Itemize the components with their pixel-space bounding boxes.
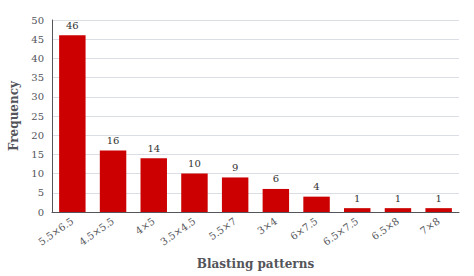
svg-text:5.5×6.5: 5.5×6.5 <box>36 215 75 247</box>
svg-text:20: 20 <box>31 130 44 141</box>
svg-text:16: 16 <box>107 135 120 146</box>
svg-text:1: 1 <box>435 193 441 204</box>
svg-text:1: 1 <box>395 193 401 204</box>
svg-text:6×7.5: 6×7.5 <box>288 215 319 242</box>
svg-text:7×8: 7×8 <box>418 215 442 236</box>
svg-text:45: 45 <box>31 34 44 45</box>
svg-text:Frequency: Frequency <box>7 80 21 151</box>
svg-text:46: 46 <box>66 20 79 31</box>
svg-text:40: 40 <box>31 53 44 64</box>
svg-text:6: 6 <box>273 173 279 184</box>
svg-text:6.5×7.5: 6.5×7.5 <box>321 215 360 247</box>
svg-text:5.5×7: 5.5×7 <box>207 215 238 242</box>
svg-text:4.5×5.5: 4.5×5.5 <box>77 215 116 247</box>
svg-text:Blasting patterns: Blasting patterns <box>197 257 315 271</box>
svg-text:4×5: 4×5 <box>133 215 157 236</box>
svg-text:3.5×4.5: 3.5×4.5 <box>158 215 197 247</box>
svg-text:5: 5 <box>38 187 44 198</box>
svg-text:6.5×8: 6.5×8 <box>370 215 401 242</box>
svg-text:30: 30 <box>31 91 44 102</box>
svg-text:3×4: 3×4 <box>255 215 279 236</box>
svg-text:35: 35 <box>31 72 44 83</box>
svg-text:10: 10 <box>188 158 201 169</box>
svg-text:25: 25 <box>31 111 44 122</box>
svg-text:10: 10 <box>31 168 44 179</box>
svg-text:1: 1 <box>354 193 360 204</box>
svg-text:50: 50 <box>31 15 44 26</box>
svg-text:0: 0 <box>38 207 44 218</box>
svg-text:9: 9 <box>232 162 238 173</box>
svg-text:14: 14 <box>147 143 160 154</box>
svg-text:15: 15 <box>31 149 44 160</box>
svg-text:4: 4 <box>313 181 319 192</box>
